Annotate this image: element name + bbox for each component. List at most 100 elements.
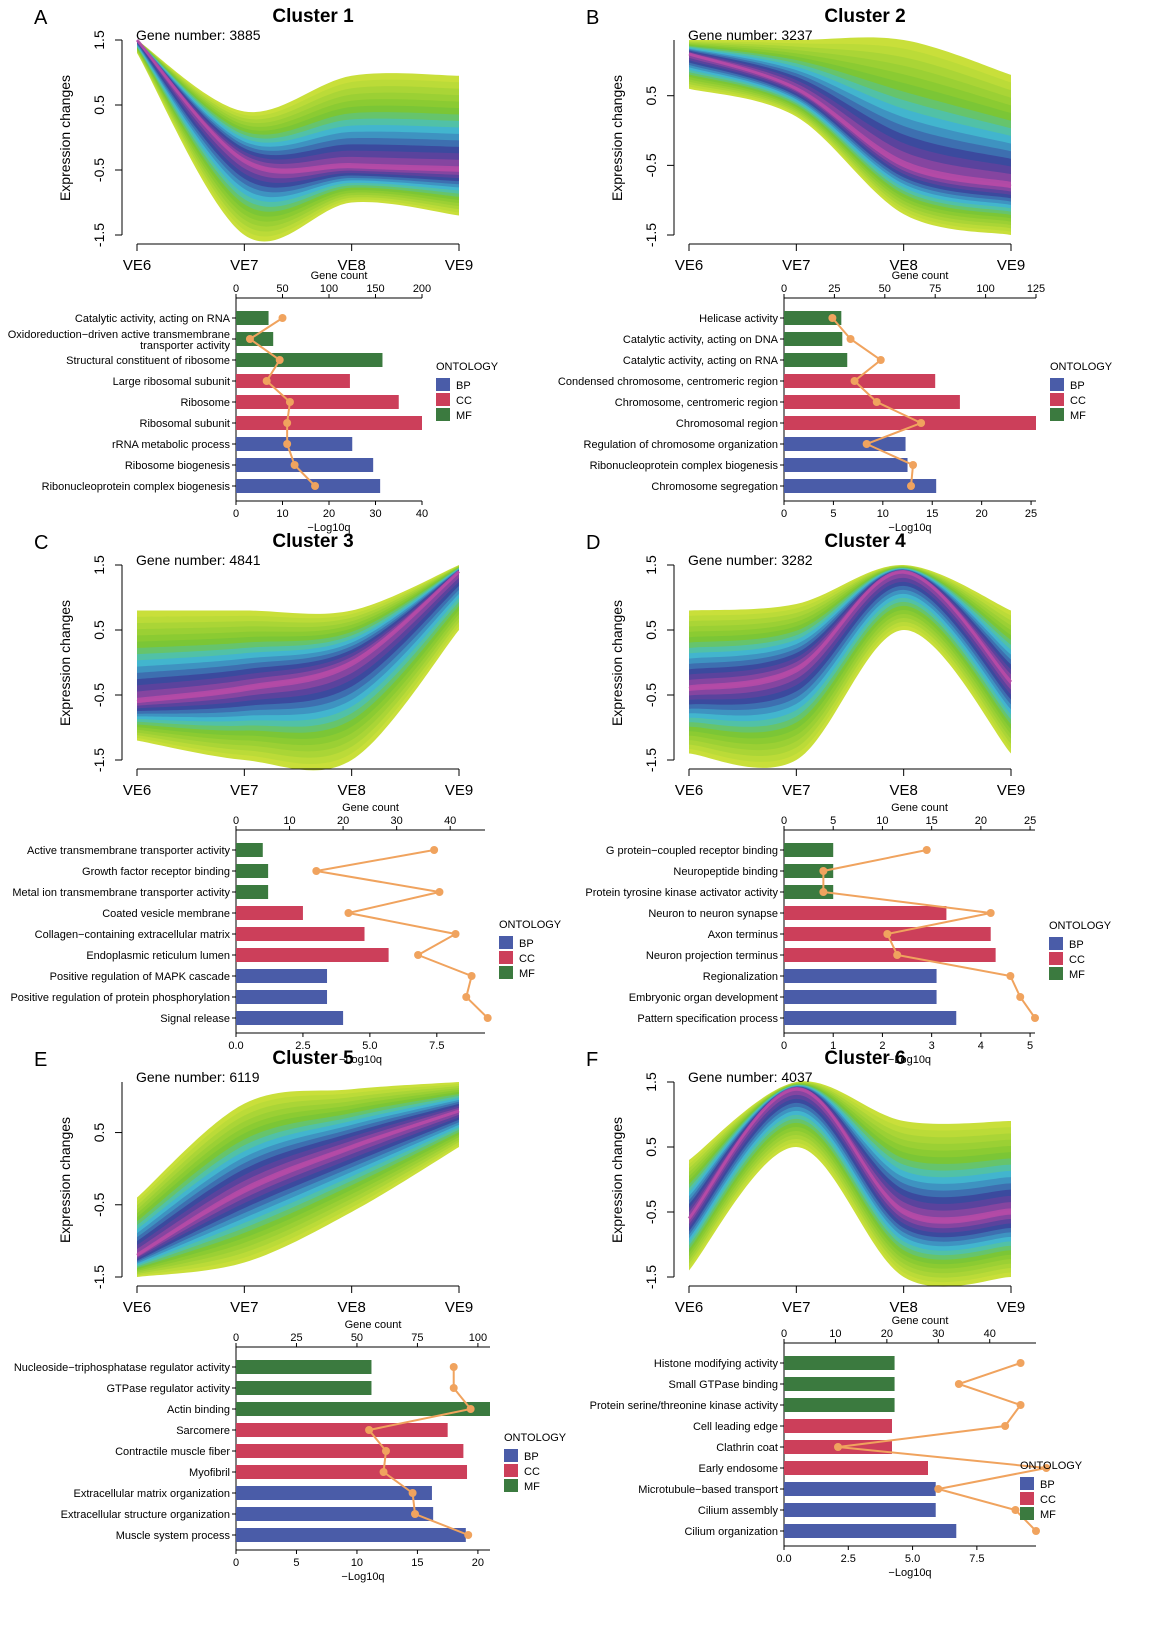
x-tick-label: VE9 (445, 782, 473, 799)
bar-mf (784, 353, 848, 367)
bar-cc (784, 906, 947, 920)
bar-mf (784, 1398, 895, 1412)
core-trend-line (135, 39, 460, 173)
term-label: Regulation of chromosome organization (584, 439, 778, 451)
log10q-tick-label: 0.0 (776, 1553, 791, 1565)
log10q-tick-label: 3 (929, 1040, 935, 1052)
gene-count-point (245, 335, 254, 343)
term-label: Chromosomal region (676, 418, 778, 430)
bar-cc (784, 1419, 892, 1433)
x-tick-label: VE7 (230, 782, 258, 799)
gene-number-label: Gene number: 3885 (136, 27, 261, 43)
legend-label-mf: MF (1040, 1509, 1056, 1521)
bar-mf (236, 885, 269, 899)
y-tick-label: 1.5 (91, 555, 107, 575)
log10q-tick-label: 0 (781, 1040, 787, 1052)
gene-count-tick-label: 20 (337, 815, 349, 827)
legend-swatch-bp (436, 378, 450, 391)
term-label: rRNA metabolic process (112, 439, 230, 451)
term-label: Ribosome (180, 397, 230, 409)
gene-count-tick-label: 0 (233, 815, 239, 827)
gene-count-tick-label: 200 (413, 283, 431, 295)
term-label: Neuropeptide binding (673, 866, 778, 878)
x-tick-label: VE8 (889, 782, 917, 799)
legend-swatch-cc (504, 1464, 518, 1477)
gene-count-tick-label: 40 (984, 1328, 996, 1340)
x-tick-label: VE7 (782, 257, 810, 274)
bar-cc (784, 1461, 928, 1475)
x-tick-label: VE6 (123, 257, 151, 274)
log10q-tick-label: 40 (416, 508, 428, 520)
gene-count-point (449, 1363, 458, 1371)
bar-mf (784, 332, 843, 346)
y-tick-label: -0.5 (91, 1193, 107, 1217)
bar-bp (236, 1528, 466, 1542)
term-label: Oxidoreduction−driven active transmembra… (8, 329, 230, 341)
gene-count-point (819, 888, 828, 896)
term-label: Microtubule−based transport (638, 1484, 778, 1496)
x-tick-label: VE6 (123, 1299, 151, 1316)
legend-label-bp: BP (1069, 939, 1084, 951)
y-tick-label: -0.5 (91, 683, 107, 707)
term-label: Extracellular matrix organization (73, 1488, 230, 1500)
bar-cc (236, 1444, 464, 1458)
bar-bp (236, 1486, 432, 1500)
y-tick-label: 0.5 (643, 1137, 659, 1157)
term-label: Axon terminus (708, 929, 779, 941)
band-layer (689, 52, 1011, 192)
cluster-title: Cluster 2 (824, 6, 905, 27)
x-tick-label: VE9 (445, 257, 473, 274)
bar-mf (236, 1381, 372, 1395)
bar-mf (236, 1402, 490, 1416)
log10q-tick-label: 10 (877, 508, 889, 520)
gene-count-tick-label: 5 (830, 815, 836, 827)
y-tick-label: -0.5 (643, 153, 659, 177)
log10q-tick-label: 4 (978, 1040, 984, 1052)
bar-bp (236, 1507, 434, 1521)
y-tick-label: 0.5 (91, 620, 107, 640)
bar-cc (784, 374, 936, 388)
x-tick-label: VE9 (445, 1299, 473, 1316)
term-label: Catalytic activity, acting on RNA (75, 313, 231, 325)
bar-bp (236, 990, 328, 1004)
gene-count-tick-label: 0 (781, 283, 787, 295)
gene-count-point (917, 419, 926, 427)
legend-swatch-cc (436, 393, 450, 406)
y-axis-label: Expression changes (609, 600, 625, 726)
gene-count-point (312, 867, 321, 875)
legend-label-cc: CC (519, 953, 535, 965)
term-label: Contractile muscle fiber (115, 1446, 230, 1458)
gene-count-tick-label: 0 (781, 815, 787, 827)
log10q-tick-label: 0 (233, 508, 239, 520)
gene-count-tick-label: 0 (781, 1328, 787, 1340)
term-label: Pattern specification process (637, 1013, 778, 1025)
panel-letter: F (586, 1049, 598, 1071)
bar-mf (236, 311, 269, 325)
gene-count-point (311, 482, 320, 490)
legend-title: ONTOLOGY (499, 919, 562, 931)
term-label: G protein−coupled receptor binding (606, 845, 778, 857)
x-tick-label: VE9 (997, 1299, 1025, 1316)
legend-title: ONTOLOGY (1049, 920, 1112, 932)
log10q-tick-label: 0 (233, 1557, 239, 1569)
term-label: Early endosome (699, 1463, 779, 1475)
gene-count-point (411, 1510, 420, 1518)
x-tick-label: VE6 (123, 782, 151, 799)
term-label: Large ribosomal subunit (113, 376, 230, 388)
bar-bp (784, 458, 908, 472)
y-tick-label: -1.5 (643, 223, 659, 247)
legend-label-mf: MF (524, 1481, 540, 1493)
term-label: Neuron to neuron synapse (648, 908, 778, 920)
gene-count-axis-label: Gene count (311, 270, 368, 282)
gene-count-point (262, 377, 271, 385)
bar-bp (236, 437, 353, 451)
log10q-tick-label: 0 (781, 508, 787, 520)
term-label: Cell leading edge (693, 1421, 778, 1433)
gene-count-point (283, 440, 292, 448)
legend-swatch-bp (1020, 1477, 1034, 1490)
bar-bp (236, 458, 374, 472)
bar-bp (784, 969, 937, 983)
x-tick-label: VE9 (997, 257, 1025, 274)
legend-swatch-cc (1050, 393, 1064, 406)
